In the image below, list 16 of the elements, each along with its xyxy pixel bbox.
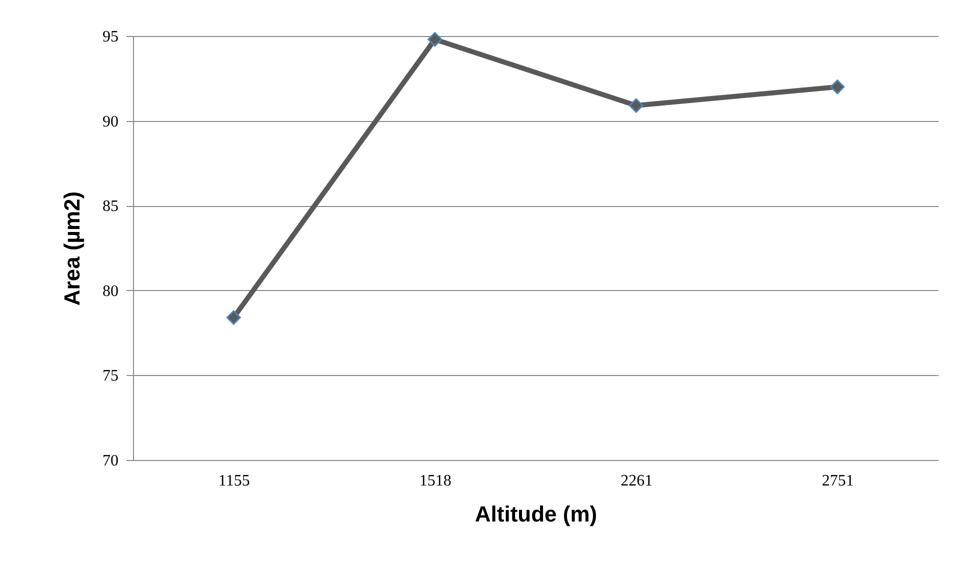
x-tick-label: 2751	[822, 472, 854, 490]
y-axis-title: Area (µm2)	[60, 191, 84, 306]
x-axis-title: Altitude (m)	[474, 502, 598, 526]
point	[428, 32, 442, 47]
y-tick-label: 95	[102, 28, 118, 46]
y-tick-label: 75	[102, 368, 118, 385]
y-tick-label: 80	[102, 282, 118, 300]
y-tick-label: 70	[102, 452, 118, 470]
point	[830, 80, 845, 94]
x-tick-label: 1155	[218, 472, 250, 490]
point	[226, 310, 241, 325]
y-tick-label: 85	[102, 198, 118, 216]
x-tick-label: 2261	[620, 472, 653, 490]
y-tick-label: 90	[102, 113, 118, 130]
point	[628, 98, 644, 113]
x-tick-label: 1518	[419, 472, 452, 490]
